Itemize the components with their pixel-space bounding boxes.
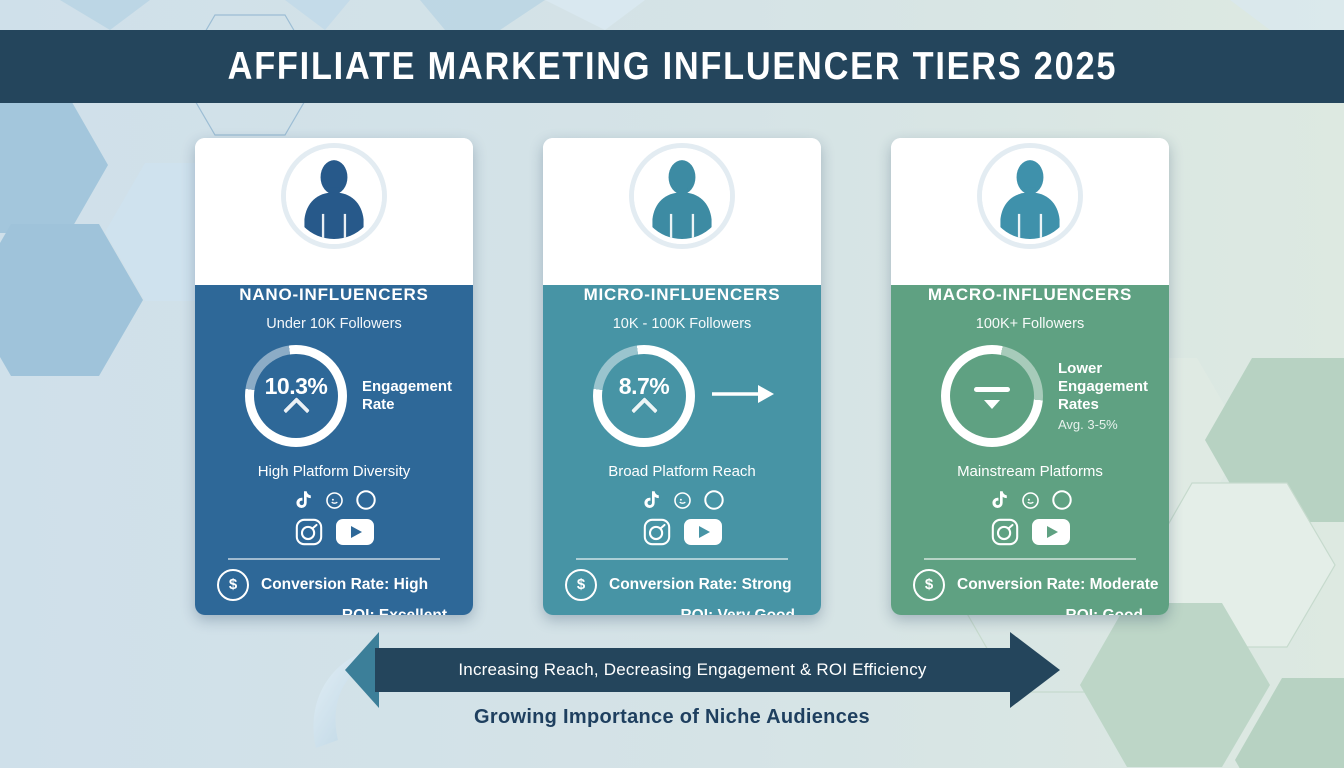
reach-spectrum-arrow: Increasing Reach, Decreasing Engagement …: [345, 632, 1060, 708]
circle-icon: [703, 490, 724, 510]
conversion-row: $ Conversion Rate: Moderate: [891, 568, 1169, 601]
engagement-gauge-row: 8.7%: [543, 345, 821, 447]
tier-title: NANO-INFLUENCERS: [239, 285, 429, 304]
person-icon: [1000, 160, 1060, 239]
platform-icons: [891, 489, 1169, 547]
circle-icon: [1051, 490, 1072, 510]
triangle-down-icon: [984, 400, 1000, 409]
chevron-up-icon: [630, 396, 658, 424]
platform-diversity-label: Mainstream Platforms: [957, 463, 1103, 480]
person-icon: [652, 160, 712, 239]
tiktok-icon: [643, 491, 659, 508]
instagram-icon: [991, 518, 1018, 546]
footer-subtitle: Growing Importance of Niche Audiences: [474, 706, 870, 728]
dollar-icon: $: [565, 568, 597, 601]
conversion-row: $ Conversion Rate: Strong: [543, 568, 821, 601]
engagement-gauge-row: Lower Engagement Rates Avg. 3-5%: [891, 345, 1169, 447]
right-arrow-icon: [712, 384, 774, 403]
tier-card-nano: NANO-INFLUENCERS Under 10K Followers 10.…: [195, 138, 473, 615]
engagement-value: 10.3%: [264, 372, 328, 399]
platform-icons: [195, 489, 473, 547]
engagement-label: Engagement Rate: [362, 377, 453, 413]
conversion-rate: Conversion Rate: High: [261, 575, 429, 593]
engagement-gauge: 8.7%: [593, 345, 695, 447]
arrow-band: Increasing Reach, Decreasing Engagement …: [375, 648, 1010, 692]
engagement-gauge: 10.3%: [245, 345, 347, 447]
tiktok-icon: [991, 491, 1007, 508]
minus-icon: [974, 387, 1010, 392]
card-body: MICRO-INFLUENCERS 10K - 100K Followers 8…: [543, 285, 821, 615]
instagram-icon: [643, 518, 670, 546]
youtube-icon: [683, 519, 722, 545]
engagement-sublabel: Avg. 3-5%: [1058, 417, 1118, 433]
youtube-icon: [335, 519, 374, 545]
follower-range: Under 10K Followers: [266, 316, 402, 332]
platform-diversity-label: High Platform Diversity: [257, 463, 411, 480]
dollar-icon: $: [217, 568, 249, 601]
smiley-circle-icon: [1021, 491, 1039, 509]
tier-card-macro: MACRO-INFLUENCERS 100K+ Followers Lower …: [891, 138, 1169, 615]
conversion-rate: Conversion Rate: Strong: [609, 575, 792, 593]
engagement-gauge: [941, 345, 1043, 447]
tiktok-icon: [295, 491, 311, 508]
dollar-icon: $: [913, 568, 945, 601]
platform-diversity-label: Broad Platform Reach: [608, 463, 756, 480]
divider: [576, 558, 788, 560]
person-icon: [304, 160, 364, 239]
roi-label: ROI: Excellent: [341, 606, 447, 616]
conversion-rate: Conversion Rate: Moderate: [957, 575, 1159, 593]
arrow-right-head-icon: [1010, 632, 1060, 708]
youtube-icon: [1031, 519, 1070, 545]
page-title: AFFILIATE MARKETING INFLUENCER TIERS 202…: [227, 44, 1117, 88]
circle-icon: [355, 490, 376, 510]
roi-label: ROI: Very Good: [680, 606, 795, 616]
platform-icons: [543, 489, 821, 547]
engagement-label: Lower Engagement Rates: [1058, 359, 1149, 414]
smiley-circle-icon: [673, 491, 691, 509]
chevron-up-icon: [282, 396, 310, 424]
tier-card-micro: MICRO-INFLUENCERS 10K - 100K Followers 8…: [543, 138, 821, 615]
engagement-value: 8.7%: [618, 372, 670, 399]
divider: [924, 558, 1136, 560]
arrow-text: Increasing Reach, Decreasing Engagement …: [458, 660, 927, 679]
instagram-icon: [295, 518, 322, 546]
follower-range: 100K+ Followers: [975, 316, 1085, 332]
engagement-gauge-row: 10.3% Engagement Rate: [195, 345, 473, 447]
influencer-avatar: [982, 148, 1078, 244]
divider: [228, 558, 440, 560]
smiley-circle-icon: [325, 491, 343, 509]
card-body: MACRO-INFLUENCERS 100K+ Followers Lower …: [891, 285, 1169, 615]
follower-range: 10K - 100K Followers: [612, 316, 752, 332]
crescent-decoration: [288, 642, 380, 759]
tier-title: MACRO-INFLUENCERS: [927, 285, 1133, 304]
header-banner: AFFILIATE MARKETING INFLUENCER TIERS 202…: [0, 30, 1344, 103]
roi-label: ROI: Good: [1065, 606, 1144, 616]
tier-title: MICRO-INFLUENCERS: [583, 285, 781, 304]
card-body: NANO-INFLUENCERS Under 10K Followers 10.…: [195, 285, 473, 615]
conversion-row: $ Conversion Rate: High: [195, 568, 473, 601]
influencer-avatar: [286, 148, 382, 244]
arrow-left-head-icon: [345, 632, 379, 708]
influencer-avatar: [634, 148, 730, 244]
